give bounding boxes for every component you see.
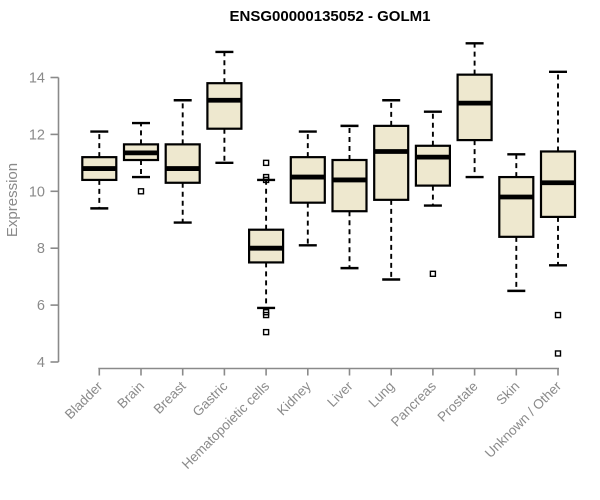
box-group-lung: [373, 99, 410, 281]
x-tick-label: Unknown / Other: [482, 378, 565, 461]
y-tick-label: 10: [29, 184, 45, 200]
x-tick-label: Liver: [324, 378, 356, 410]
outlier-point: [554, 311, 562, 319]
iqr-box: [414, 144, 451, 187]
box-group-gastric: [206, 50, 243, 165]
box-group-liver: [331, 124, 368, 270]
box-group-prostate: [456, 42, 493, 179]
box-group-hematopoietic-cells: [248, 159, 285, 336]
x-tick-label: Bladder: [62, 378, 106, 422]
iqr-box: [289, 156, 326, 204]
x-tick-label: Gastric: [190, 378, 231, 419]
chart-title: ENSG00000135052 - GOLM1: [230, 8, 431, 25]
iqr-box: [206, 82, 243, 130]
y-axis-label: Expression: [4, 163, 21, 237]
box-group-kidney: [289, 130, 326, 247]
box-group-brain: [122, 121, 160, 195]
iqr-box: [331, 158, 368, 213]
x-tick-label: Breast: [151, 378, 189, 416]
outlier-point: [137, 188, 145, 195]
outlier-point: [262, 311, 270, 319]
iqr-box: [456, 73, 493, 142]
y-tick-label: 8: [37, 241, 45, 257]
outlier-point: [429, 270, 437, 278]
outlier-point: [262, 159, 270, 167]
x-tick-label: Pancreas: [388, 378, 439, 429]
outlier-point: [262, 176, 270, 184]
x-tick-label: Skin: [493, 379, 522, 408]
y-tick-label: 12: [29, 127, 45, 143]
y-tick-label: 6: [37, 298, 45, 314]
box-group-skin: [498, 153, 535, 293]
x-tick-label: Prostate: [435, 379, 481, 425]
outlier-point: [262, 328, 270, 336]
iqr-box: [498, 175, 535, 238]
box-group-breast: [164, 99, 201, 224]
box-group-pancreas: [414, 110, 451, 278]
x-tick-label: Lung: [365, 379, 397, 411]
x-tick-label: Brain: [114, 379, 147, 412]
box-group-unknown-other: [539, 70, 577, 357]
outlier-point: [554, 350, 562, 357]
x-tick-label: Kidney: [274, 378, 314, 418]
y-tick-label: 14: [29, 71, 45, 87]
iqr-box: [373, 124, 410, 201]
y-tick-label: 4: [37, 355, 45, 371]
iqr-box: [164, 143, 201, 184]
box-group-bladder: [81, 130, 118, 210]
